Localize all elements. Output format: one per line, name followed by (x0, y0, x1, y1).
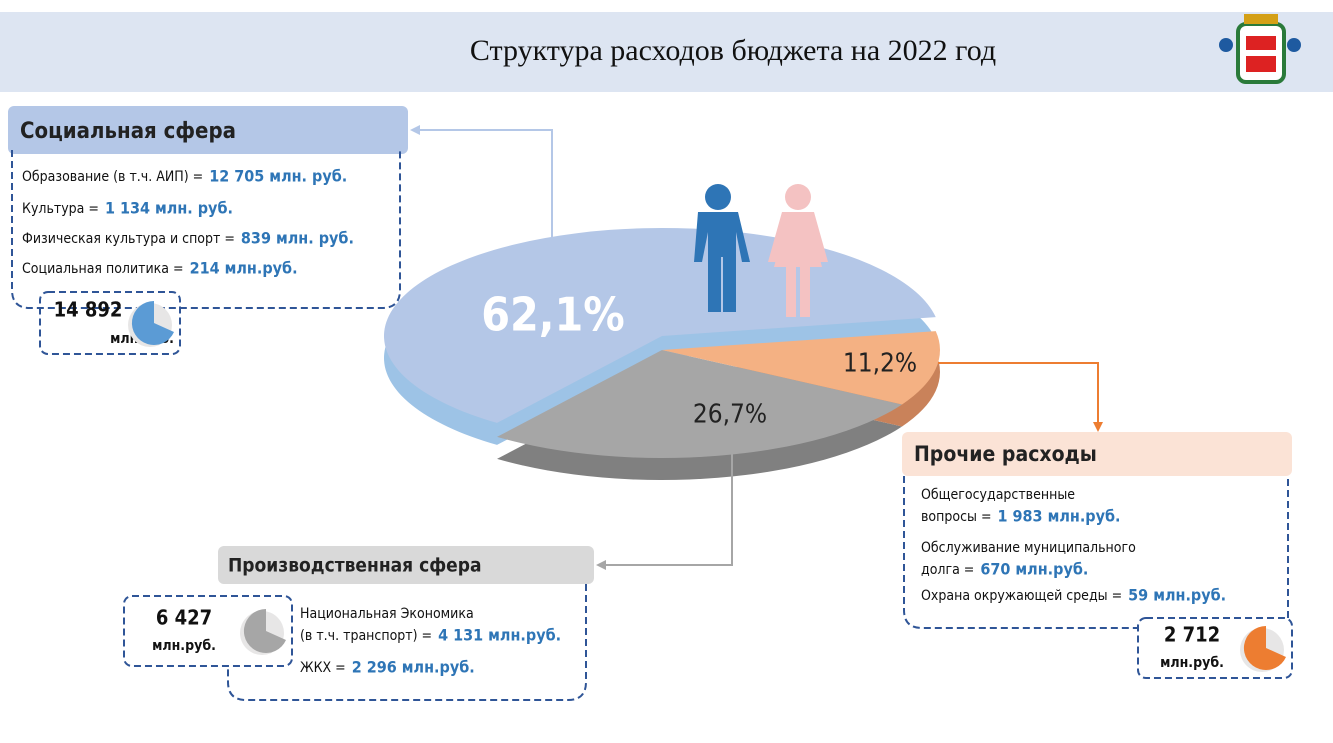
pie-chart: 62,1% 26,7% 11,2% (383, 228, 940, 480)
coat-of-arms (1219, 14, 1301, 84)
panel-header (902, 432, 1292, 476)
pie-slice (497, 350, 903, 459)
share-icon (243, 608, 286, 653)
panel-title: Прочие расходы (914, 442, 1097, 466)
item-value: 1 134 млн. руб. (105, 199, 233, 218)
item-label: Охрана окружающей среды = (921, 588, 1122, 604)
panel-border (11, 150, 401, 309)
item-label: долга = (921, 562, 974, 578)
title: Структура расходов бюджета на 2022 год (470, 34, 996, 67)
people-icons (694, 184, 828, 317)
total-value: 2 712 (1164, 623, 1220, 647)
panel-border (903, 476, 1289, 629)
item-value: 12 705 млн. руб. (209, 167, 347, 186)
item-value: 670 млн.руб. (980, 560, 1088, 579)
total-value: 6 427 (156, 606, 212, 630)
item-value: 839 млн. руб. (241, 229, 354, 248)
total-box (1137, 617, 1293, 679)
panel-border (227, 584, 587, 701)
slice-label: 62,1% (481, 288, 625, 342)
total-unit: млн.руб. (152, 638, 216, 654)
item-value: 4 131 млн.руб. (438, 626, 561, 645)
total-box (123, 595, 293, 667)
item-label: Национальная Экономика (300, 606, 474, 622)
total-unit: млн.руб. (1160, 655, 1224, 671)
item-value: 214 млн.руб. (190, 259, 298, 278)
item-label: ЖКХ = (300, 660, 346, 676)
item-value: 1 983 млн.руб. (998, 507, 1121, 526)
item-value: 59 млн.руб. (1128, 586, 1226, 605)
panel-title: Социальная сфера (20, 119, 236, 144)
item-label: Общегосударственные (921, 487, 1075, 503)
connectors (410, 125, 1103, 570)
item-label: (в т.ч. транспорт) = (300, 628, 432, 644)
item-label: Социальная политика = (22, 261, 184, 277)
slice-label: 26,7% (693, 400, 767, 430)
header-band (0, 12, 1333, 92)
pie-slice (662, 331, 940, 405)
pie-slice (383, 228, 936, 423)
item-label: Культура = (22, 201, 99, 217)
panel-title: Производственная сфера (228, 555, 482, 577)
item-label: Обслуживание муниципального (921, 540, 1136, 556)
slice-label: 11,2% (843, 349, 917, 379)
panel-header (218, 546, 594, 584)
share-icon (1243, 625, 1286, 670)
item-value: 2 296 млн.руб. (352, 658, 475, 677)
share-icon (131, 300, 174, 345)
total-value: 14 892 (54, 298, 123, 322)
item-label: вопросы = (921, 509, 992, 525)
total-box (39, 291, 181, 355)
panel-header (8, 106, 408, 154)
item-label: Образование (в т.ч. АИП) = (22, 169, 203, 185)
item-label: Физическая культура и спорт = (22, 231, 235, 247)
